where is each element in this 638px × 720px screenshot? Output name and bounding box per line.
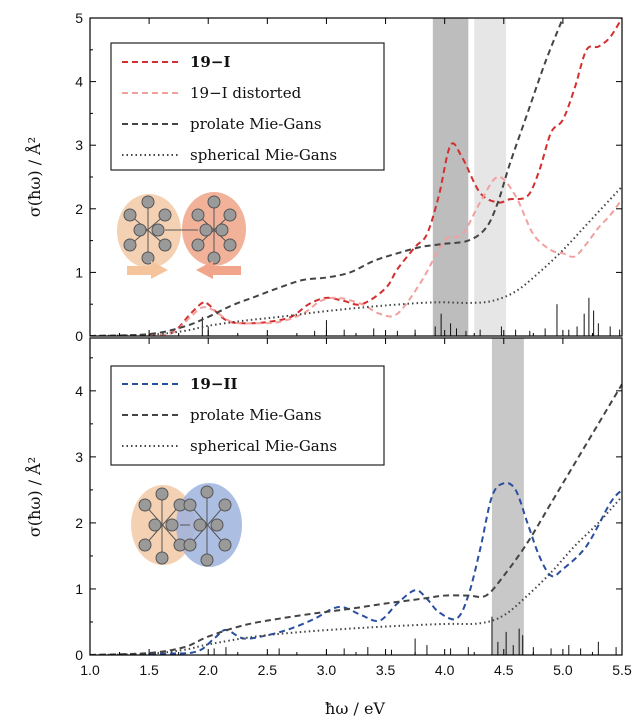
xtick-label: 3.5 (376, 662, 396, 678)
fused-cluster-icon (131, 483, 242, 567)
top-series-prolate-mie-gans (90, 18, 564, 336)
x-axis-label: ħω / eV (325, 699, 385, 718)
dimer-cluster-icon (117, 192, 246, 279)
legend-label-spherical: spherical Mie-Gans (190, 146, 337, 164)
xtick-label: 5.5 (612, 662, 632, 678)
bottom-series-spherical-mie-gans (90, 495, 622, 655)
top-legend: 19−I 19−I distorted prolate Mie-Gans sph… (110, 42, 385, 171)
xtick-label: 1.5 (139, 662, 159, 678)
bottom-ytick-label: 4 (75, 383, 83, 399)
top-shaded-band-0 (432, 18, 469, 336)
bottom-shaded-band-0 (491, 338, 524, 655)
top-ytick-label: 5 (75, 10, 83, 26)
top-series-19-i-distorted (90, 175, 622, 336)
bottom-panel: 0 1 2 3 4 1.0 1.5 2.0 2.5 3.0 3.5 4.0 4.5 5.0 5.5 19−… (75, 337, 632, 678)
top-series-spherical-mie-gans (90, 185, 622, 336)
xtick-label: 2.5 (258, 662, 278, 678)
legend-label-19-II: 19−II (190, 375, 237, 393)
legend-label-19-I-distorted: 19−I distorted (190, 84, 302, 102)
top-ytick-label: 1 (75, 264, 83, 280)
xtick-label: 4.0 (435, 662, 455, 678)
top-series-19-i (90, 18, 622, 336)
top-ytick-label: 3 (75, 137, 83, 153)
legend-label-prolate-b: prolate Mie-Gans (190, 406, 322, 424)
xtick-label: 1.0 (80, 662, 100, 678)
bottom-ytick-label: 0 (75, 647, 83, 663)
top-y-axis-label: σ(ħω) / Å² (24, 137, 44, 217)
bottom-ytick-label: 3 (75, 449, 83, 465)
bottom-ytick-label: 1 (75, 581, 83, 597)
arrow-right-icon (127, 261, 168, 279)
legend-label-prolate: prolate Mie-Gans (190, 115, 322, 133)
legend-label-spherical-b: spherical Mie-Gans (190, 437, 337, 455)
xtick-label: 4.5 (494, 662, 514, 678)
bottom-y-axis-label: σ(ħω) / Å² (24, 457, 44, 537)
top-ytick-label: 2 (75, 201, 83, 217)
bottom-legend: 19−II prolate Mie-Gans spherical Mie-Gan… (110, 365, 385, 466)
top-legend-box (110, 42, 385, 171)
top-ytick-label: 0 (75, 328, 83, 344)
legend-label-19-I: 19−I (190, 53, 230, 71)
top-ytick-label: 4 (75, 74, 83, 90)
top-panel: 0 1 2 3 4 5 19−I 19−I distorted prolate Mie-G… (75, 10, 623, 344)
bottom-ytick-label: 2 (75, 515, 83, 531)
bottom-series-19-ii (90, 481, 622, 655)
xtick-label: 2.0 (198, 662, 218, 678)
xtick-label: 3.0 (317, 662, 337, 678)
bottom-series-prolate-mie-gans (90, 383, 622, 655)
xtick-label: 5.0 (553, 662, 573, 678)
arrow-left-icon (196, 261, 241, 279)
